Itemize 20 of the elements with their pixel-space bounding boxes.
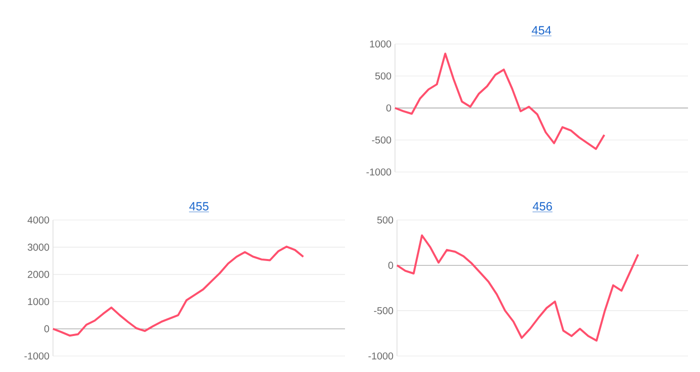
y-tick-label: 500 [377, 216, 394, 224]
y-tick-label: -500 [372, 136, 392, 144]
y-tick-label: 3000 [28, 244, 50, 251]
y-tick-label: 2000 [28, 270, 50, 278]
y-tick-label: -500 [374, 307, 394, 314]
y-tick-label: -1000 [368, 352, 394, 360]
y-tick-label: 1000 [28, 298, 50, 306]
y-tick-label: 1000 [370, 40, 392, 48]
y-tick-label: 4000 [28, 216, 50, 224]
chart-title: 455 [189, 202, 208, 211]
chart-title: 456 [532, 202, 552, 210]
y-tick-label: 0 [386, 104, 392, 112]
y-tick-label: 0 [388, 262, 394, 269]
y-tick-label: -1000 [366, 168, 392, 176]
line-series [396, 234, 640, 342]
y-tick-label: -1000 [24, 352, 50, 360]
y-tick-label: 0 [44, 325, 50, 332]
y-tick-label: 500 [375, 72, 392, 80]
chart-title: 454 [532, 26, 552, 34]
line-series [394, 52, 606, 150]
